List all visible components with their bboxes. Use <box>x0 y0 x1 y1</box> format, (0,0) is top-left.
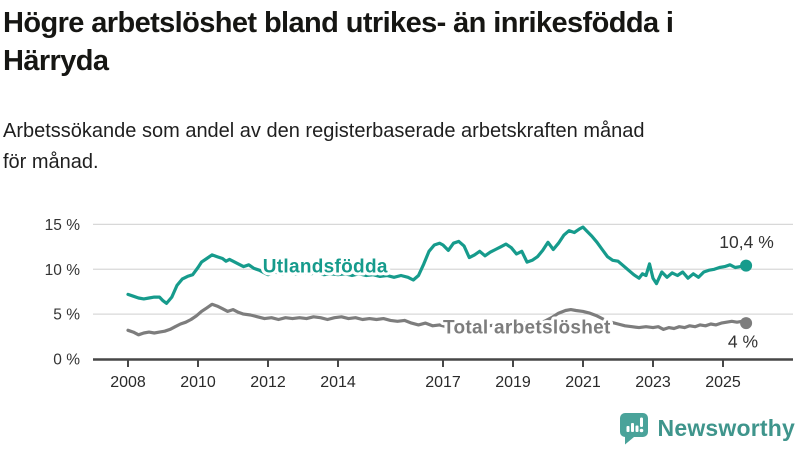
series-end-dot-utlandsfodda <box>740 259 753 272</box>
y-tick-label-0pct: 0 % <box>53 352 80 369</box>
x-tick-label-2021: 2021 <box>565 374 601 391</box>
page-subtitle: Arbetssökande som andel av den registerb… <box>3 116 645 178</box>
page-title-line: Härryda <box>3 45 109 77</box>
newsworthy-logo-text: Newsworthy <box>657 414 795 441</box>
x-tick-label-2010: 2010 <box>180 374 216 391</box>
page-title: Högre arbetslöshet bland utrikes- än inr… <box>3 4 798 80</box>
y-tick-label-15pct: 15 % <box>45 217 81 234</box>
x-tick-label-2017: 2017 <box>425 374 461 391</box>
newsworthy-speech-bubble-bar-chart-icon <box>619 413 648 445</box>
page-title-line: Högre arbetslöshet bland utrikes- än inr… <box>3 7 674 39</box>
x-tick-label-2014: 2014 <box>320 374 356 391</box>
series-label-utlandsfodda: Utlandsfödda <box>263 257 388 278</box>
page-subtitle-line: för månad. <box>3 151 99 173</box>
chart-header: Högre arbetslöshet bland utrikes- än inr… <box>3 4 798 80</box>
y-tick-label-10pct: 10 % <box>45 262 81 279</box>
x-tick-label-2023: 2023 <box>635 374 671 391</box>
page-subtitle-line: Arbetssökande som andel av den registerb… <box>3 120 645 142</box>
end-value-label-utlandsfodda: 10,4 % <box>719 232 773 252</box>
x-tick-label-2019: 2019 <box>495 374 531 391</box>
series-line-utlandsfodda <box>126 225 748 305</box>
x-tick-label-2012: 2012 <box>250 374 286 391</box>
y-tick-label-5pct: 5 % <box>53 307 80 324</box>
end-value-label-total-arbetsloshet: 4 % <box>728 332 758 352</box>
series-line-total-arbetsloshet <box>126 302 748 337</box>
series-label-total-arbetsloshet: Total arbetslöshet <box>443 318 611 339</box>
series-end-dot-total-arbetsloshet <box>740 317 753 330</box>
newsworthy-logo: Newsworthy <box>617 411 795 445</box>
x-tick-label-2025: 2025 <box>705 374 741 391</box>
x-tick-label-2008: 2008 <box>110 374 146 391</box>
